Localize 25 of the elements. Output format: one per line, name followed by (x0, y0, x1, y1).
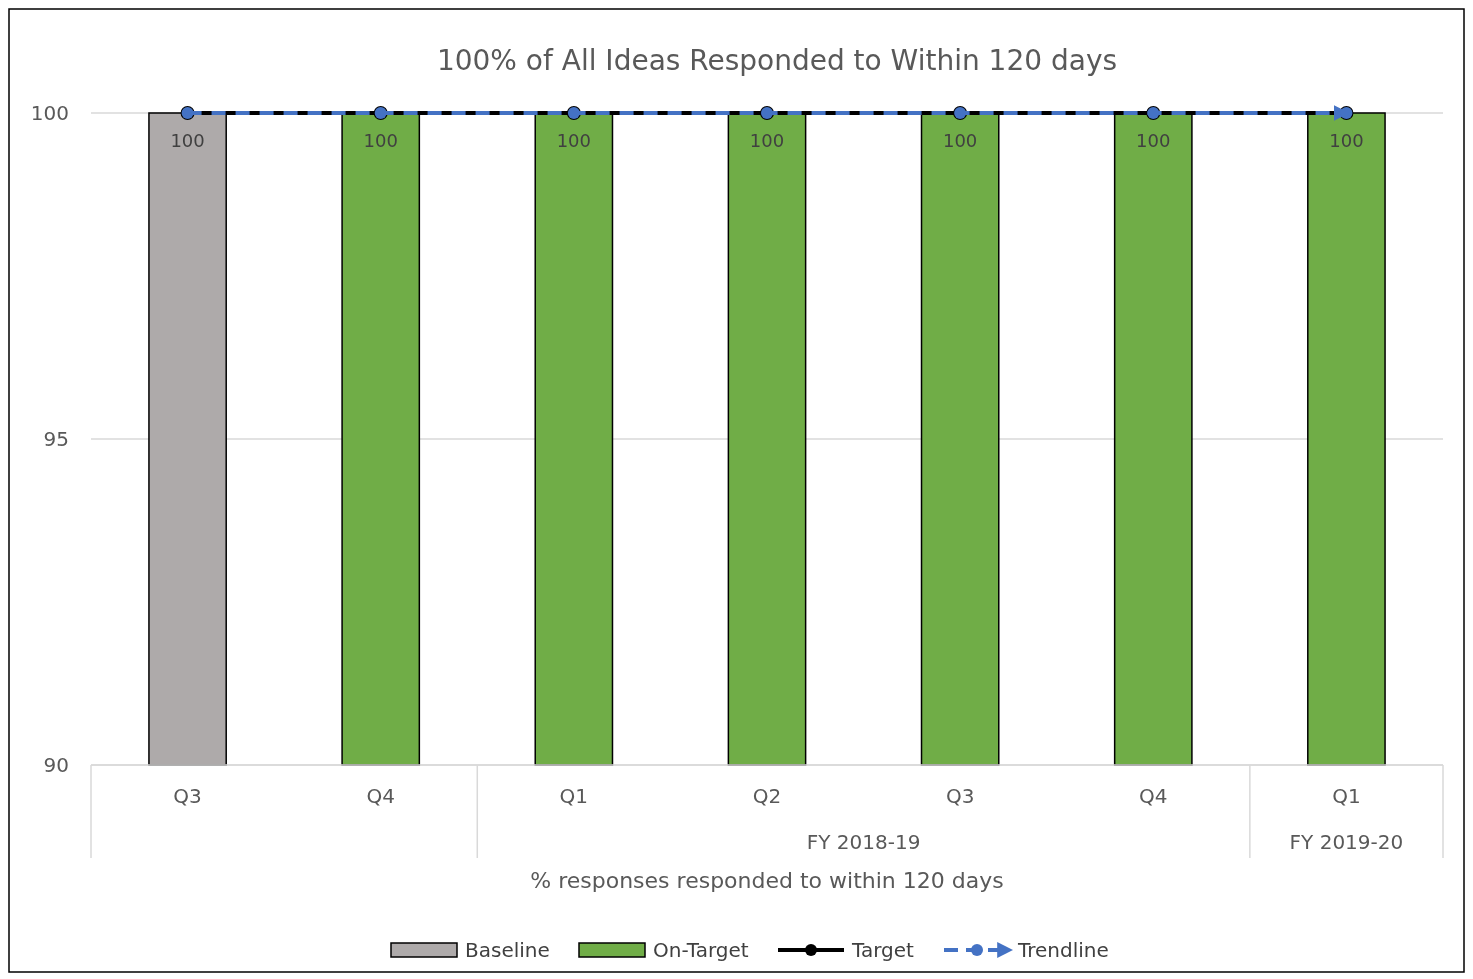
y-tick-label: 90 (43, 753, 69, 777)
x-tick-label: Q4 (1139, 784, 1168, 808)
legend-label: On-Target (653, 938, 749, 962)
y-tick-label: 95 (43, 427, 69, 451)
data-label: 100 (363, 130, 398, 151)
x-tick-label: Q2 (752, 784, 782, 808)
text: FY 2018-19 (806, 830, 921, 854)
data-label: 100 (1136, 130, 1171, 151)
legend-label: Baseline (465, 938, 550, 962)
x-tick-label: Q1 (1332, 784, 1361, 808)
data-label: 100 (1329, 130, 1364, 151)
x-tick-label: Q1 (559, 784, 589, 808)
data-label: 100 (942, 130, 978, 151)
text: FY 2019-20 (1289, 830, 1404, 854)
legend-label: Trendline (1017, 938, 1109, 962)
x-tick-label: Q4 (366, 784, 395, 808)
x-tick-label: Q3 (173, 784, 202, 808)
y-tick-label: 100 (30, 101, 69, 125)
legend-label: Target (851, 938, 915, 962)
chart-title: 100% of All Ideas Responded to Within 120 days (436, 44, 1118, 77)
x-axis-title: % responses responded to within 120 days (530, 868, 1004, 893)
data-label: 100 (556, 130, 592, 151)
x-tick-label: Q3 (945, 784, 975, 808)
data-label: 100 (170, 130, 205, 151)
data-label: 100 (749, 130, 785, 151)
